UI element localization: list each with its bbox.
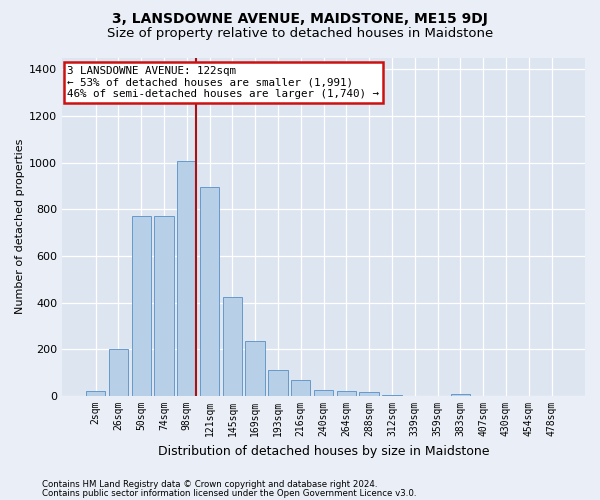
Bar <box>86 392 105 396</box>
Bar <box>337 392 356 396</box>
Text: Contains public sector information licensed under the Open Government Licence v3: Contains public sector information licen… <box>42 488 416 498</box>
Bar <box>245 341 265 396</box>
Bar <box>200 187 219 396</box>
Text: Contains HM Land Registry data © Crown copyright and database right 2024.: Contains HM Land Registry data © Crown c… <box>42 480 377 489</box>
Bar <box>131 216 151 396</box>
Bar <box>223 297 242 396</box>
Y-axis label: Number of detached properties: Number of detached properties <box>15 139 25 314</box>
Bar <box>291 380 310 396</box>
Bar <box>359 392 379 396</box>
Bar <box>268 370 287 396</box>
Bar <box>109 350 128 396</box>
Text: 3 LANSDOWNE AVENUE: 122sqm
← 53% of detached houses are smaller (1,991)
46% of s: 3 LANSDOWNE AVENUE: 122sqm ← 53% of deta… <box>67 66 379 99</box>
Bar <box>451 394 470 396</box>
Bar <box>154 216 173 396</box>
Text: Size of property relative to detached houses in Maidstone: Size of property relative to detached ho… <box>107 28 493 40</box>
Bar <box>177 162 196 396</box>
X-axis label: Distribution of detached houses by size in Maidstone: Distribution of detached houses by size … <box>158 444 490 458</box>
Text: 3, LANSDOWNE AVENUE, MAIDSTONE, ME15 9DJ: 3, LANSDOWNE AVENUE, MAIDSTONE, ME15 9DJ <box>112 12 488 26</box>
Bar <box>314 390 333 396</box>
Bar <box>382 395 401 396</box>
